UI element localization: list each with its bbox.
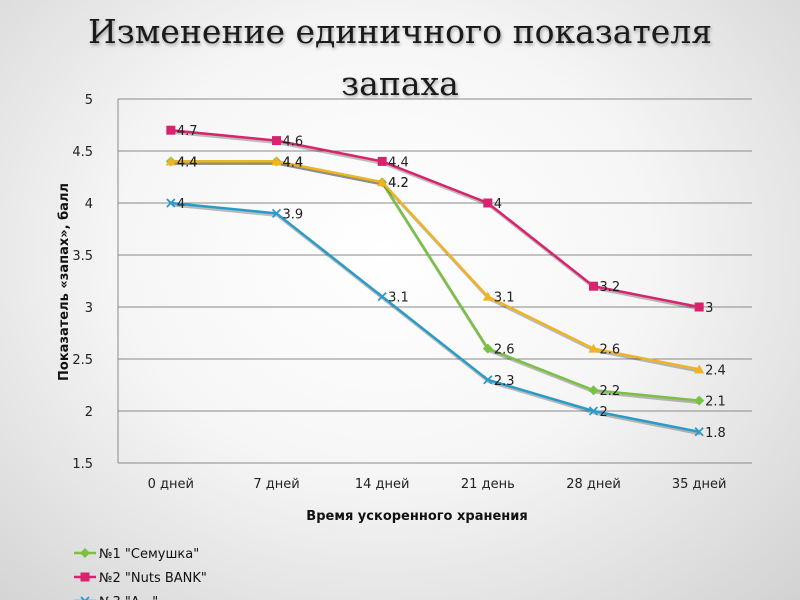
series-2-data-label: 3.2 xyxy=(600,280,621,295)
series-4-point xyxy=(377,291,387,302)
series-2-line xyxy=(170,128,700,309)
title-line-2: запаха xyxy=(341,64,459,103)
series-1-data-label: 2.6 xyxy=(494,343,515,358)
series-2-data-label: 3 xyxy=(705,301,713,316)
series-4-point xyxy=(166,198,176,208)
series-4-data-label: 3.1 xyxy=(388,291,409,306)
series-3-data-label: 2.4 xyxy=(705,363,726,378)
series-4-point xyxy=(694,427,704,437)
y-tick-label: 1.5 xyxy=(72,457,93,472)
y-tick-label: 4.5 xyxy=(72,145,93,160)
y-axis-title: Показатель «запах», балл xyxy=(57,183,72,381)
series-3-point xyxy=(165,156,176,166)
y-tick-label: 5 xyxy=(85,93,93,108)
series-2-point xyxy=(272,136,281,146)
series-4-data-label: 2 xyxy=(600,405,608,420)
series-3-data-label: 4.4 xyxy=(177,155,198,170)
x-tick-label: 0 дней xyxy=(148,477,194,492)
series-1-data-label: 4.2 xyxy=(388,176,409,191)
x-tick-label: 7 дней xyxy=(253,477,299,492)
x-tick-label: 14 дней xyxy=(355,477,410,492)
x-tick-label: 35 дней xyxy=(672,477,727,492)
legend-marker-2 xyxy=(80,572,90,582)
series-3-data-label: 4.2 xyxy=(388,176,409,191)
series-4-point xyxy=(588,406,599,416)
x-tick-label: 21 день xyxy=(461,477,515,492)
series-2-data-label: 4.7 xyxy=(177,124,198,139)
series-2-data-label: 4.6 xyxy=(283,135,304,150)
series-3-line xyxy=(170,160,700,371)
series-3-point xyxy=(271,156,282,166)
y-tick-label: 3.5 xyxy=(72,249,93,264)
series-2-point xyxy=(589,281,598,291)
series-4-point xyxy=(483,375,493,385)
series-2-point xyxy=(483,198,493,208)
series-1-data-label: 4.4 xyxy=(177,155,198,170)
x-axis-title: Время ускоренного хранения xyxy=(306,509,527,524)
series-2-data-label: 4 xyxy=(494,197,502,212)
series-4-data-label: 1.8 xyxy=(705,426,726,441)
series-2-shadow xyxy=(171,130,701,311)
legend-label-4: №3 "А..." xyxy=(99,595,158,600)
series-3-data-label: 4.4 xyxy=(283,155,304,170)
series-2-point xyxy=(166,125,176,135)
y-tick-label: 4 xyxy=(85,197,93,212)
legend: №1 "Семушка" №2 "Nuts BANK" №3 "А..." xyxy=(74,547,207,600)
legend-marker-1 xyxy=(80,548,90,558)
y-tick-label: 2.5 xyxy=(72,353,93,368)
series-4-data-label: 4 xyxy=(177,197,185,212)
series-3-point xyxy=(588,343,599,353)
series-3-data-label: 3.1 xyxy=(494,291,515,306)
series-1-data-label: 2.1 xyxy=(705,395,726,410)
y-tick-label: 3 xyxy=(85,301,93,316)
series-3-data-label: 2.6 xyxy=(600,343,621,358)
series-4-data-label: 3.9 xyxy=(283,207,304,222)
x-tick-label: 28 дней xyxy=(566,477,621,492)
series-1-point xyxy=(588,385,599,396)
series-1-point xyxy=(482,343,493,354)
series-3-point xyxy=(482,291,493,301)
legend-marker-4 xyxy=(80,596,90,600)
series-4-data-label: 2.3 xyxy=(494,374,515,389)
series-1-data-label: 4.4 xyxy=(283,155,304,170)
data-labels: 4.4 4.44.22.62.22.14.74.64.443.234.4 4.44.… xyxy=(177,124,726,441)
series-2-data-label: 4.4 xyxy=(388,155,409,170)
series-2-point xyxy=(694,302,704,312)
series-4-point xyxy=(271,208,282,219)
series-2-point xyxy=(377,156,387,166)
series-1-shadow xyxy=(171,161,701,405)
series-3-point xyxy=(377,177,388,187)
legend-label-1: №1 "Семушка" xyxy=(99,547,199,562)
legend-label-2: №2 "Nuts BANK" xyxy=(99,571,207,586)
x-axis-ticks: 0 дней 7 дней 14 дней 21 день 28 дней 35 дней xyxy=(148,477,727,492)
slide-title: Изменение единичного показателя запаха xyxy=(40,6,760,110)
series-3-point xyxy=(694,364,705,374)
series-4-line xyxy=(170,201,700,434)
gridlines xyxy=(117,98,752,464)
title-line-1: Изменение единичного показателя xyxy=(87,12,713,51)
series-layer xyxy=(165,125,705,437)
y-tick-label: 2 xyxy=(85,405,93,420)
y-axis-ticks: 1.5 2 2.5 3 3.5 4 4.5 5 xyxy=(72,93,93,472)
series-1-point xyxy=(694,395,705,406)
series-1-data-label: 2.2 xyxy=(600,384,621,399)
